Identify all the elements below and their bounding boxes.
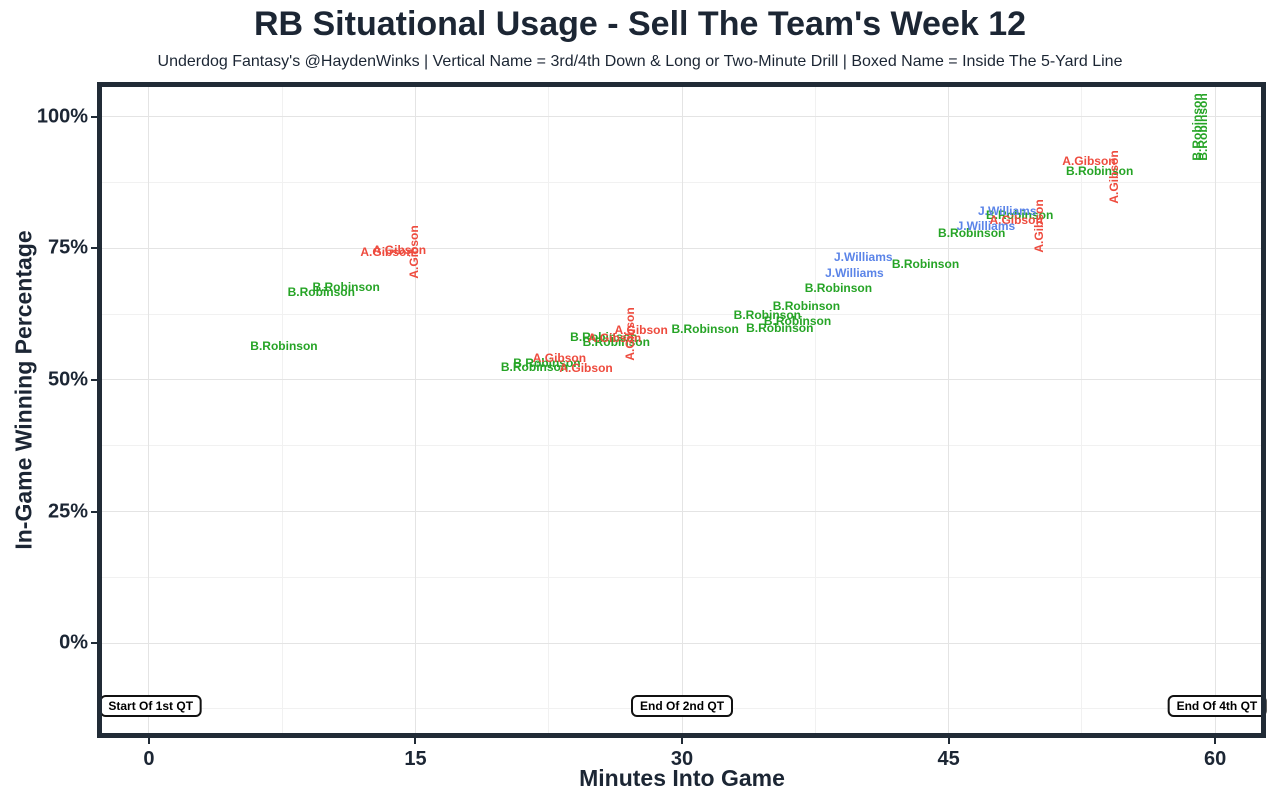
player-label: A.Gibson (360, 244, 414, 259)
x-major-gridline (948, 87, 950, 733)
x-major-gridline (148, 87, 150, 733)
x-axis-tick (681, 738, 684, 744)
y-axis-tick-label: 75% (47, 236, 88, 259)
x-axis-tick-label: 15 (404, 748, 427, 770)
player-label: A.Gibson (532, 350, 587, 365)
y-minor-gridline (102, 182, 1261, 184)
player-label: B.Robinson (733, 308, 801, 323)
y-major-gridline (102, 511, 1261, 513)
player-label: A.Gibson (1062, 154, 1116, 169)
x-axis-tick-label: 60 (1204, 748, 1227, 770)
quarter-annotation: Start Of 1st QT (99, 695, 203, 718)
y-minor-gridline (102, 313, 1261, 315)
x-axis-tick (414, 738, 417, 744)
player-label: B.Robinson (250, 338, 318, 353)
x-axis-tick (947, 738, 950, 744)
y-major-gridline (102, 247, 1261, 249)
player-label: B.Robinson (570, 329, 638, 344)
player-label: B.Robinson (772, 299, 841, 314)
player-label: B.Robinson (513, 355, 581, 370)
player-label: A.Gibson (372, 243, 427, 258)
player-label: A.Gibson (614, 322, 668, 337)
player-label: B.Robinson (763, 314, 832, 328)
y-axis-tick (91, 247, 97, 250)
y-major-gridline (102, 116, 1261, 118)
player-label: B.Robinson (938, 225, 1006, 240)
y-axis-tick-label: 0% (59, 631, 88, 654)
player-label: B.Robinson (746, 320, 814, 335)
player-label: B.Robinson (804, 281, 873, 296)
x-axis-tick (147, 738, 150, 744)
player-label: B.Robinson (986, 207, 1054, 222)
x-minor-gridline (814, 87, 816, 733)
y-axis-tick (91, 115, 97, 118)
y-axis-tick-label: 50% (47, 368, 88, 391)
y-major-gridline (102, 642, 1261, 644)
x-axis-tick-label: 45 (937, 748, 960, 770)
x-axis-tick-label: 30 (670, 748, 694, 770)
y-axis-tick-label: 100% (36, 105, 88, 128)
chart-subtitle: Underdog Fantasy's @HaydenWinks | Vertic… (157, 53, 1123, 70)
x-major-gridline (1214, 87, 1216, 733)
player-label: A.Gibson (989, 212, 1043, 227)
y-major-gridline (102, 379, 1261, 381)
player-label: J.Williams (833, 249, 893, 264)
y-axis-tick (91, 378, 97, 381)
player-label: B.Robinson (671, 321, 739, 336)
player-label: J.Williams (977, 203, 1037, 218)
y-minor-gridline (102, 445, 1261, 447)
y-axis-tick (91, 642, 97, 645)
player-label: B.Robinson (582, 334, 650, 349)
player-label: B.Robinson (1065, 164, 1134, 179)
x-major-gridline (681, 87, 683, 733)
y-axis-tick-label: 25% (47, 500, 88, 523)
player-label: A.Gibson (587, 330, 642, 345)
x-minor-gridline (1081, 87, 1083, 733)
x-axis-title: Minutes Into Game (579, 765, 785, 791)
x-major-gridline (414, 87, 416, 733)
x-minor-gridline (548, 87, 550, 733)
quarter-annotation: End Of 4th QT (1167, 695, 1267, 718)
x-minor-gridline (281, 87, 283, 733)
player-label: J.Williams (956, 218, 1016, 233)
x-axis-tick (1214, 738, 1217, 744)
player-label: B.Robinson (500, 360, 569, 375)
y-minor-gridline (102, 576, 1261, 578)
quarter-annotation: End Of 2nd QT (631, 695, 734, 718)
player-label: A.Gibson (559, 360, 613, 375)
plot-area (97, 82, 1266, 738)
y-axis-tick (91, 510, 97, 513)
player-label: B.Robinson (891, 256, 960, 271)
player-label: B.Robinson (287, 285, 355, 300)
chart-title: RB Situational Usage - Sell The Team's W… (253, 5, 1027, 43)
x-axis-tick-label: 0 (143, 748, 155, 770)
player-label: B.Robinson (312, 280, 380, 295)
player-label: J.Williams (825, 265, 884, 280)
